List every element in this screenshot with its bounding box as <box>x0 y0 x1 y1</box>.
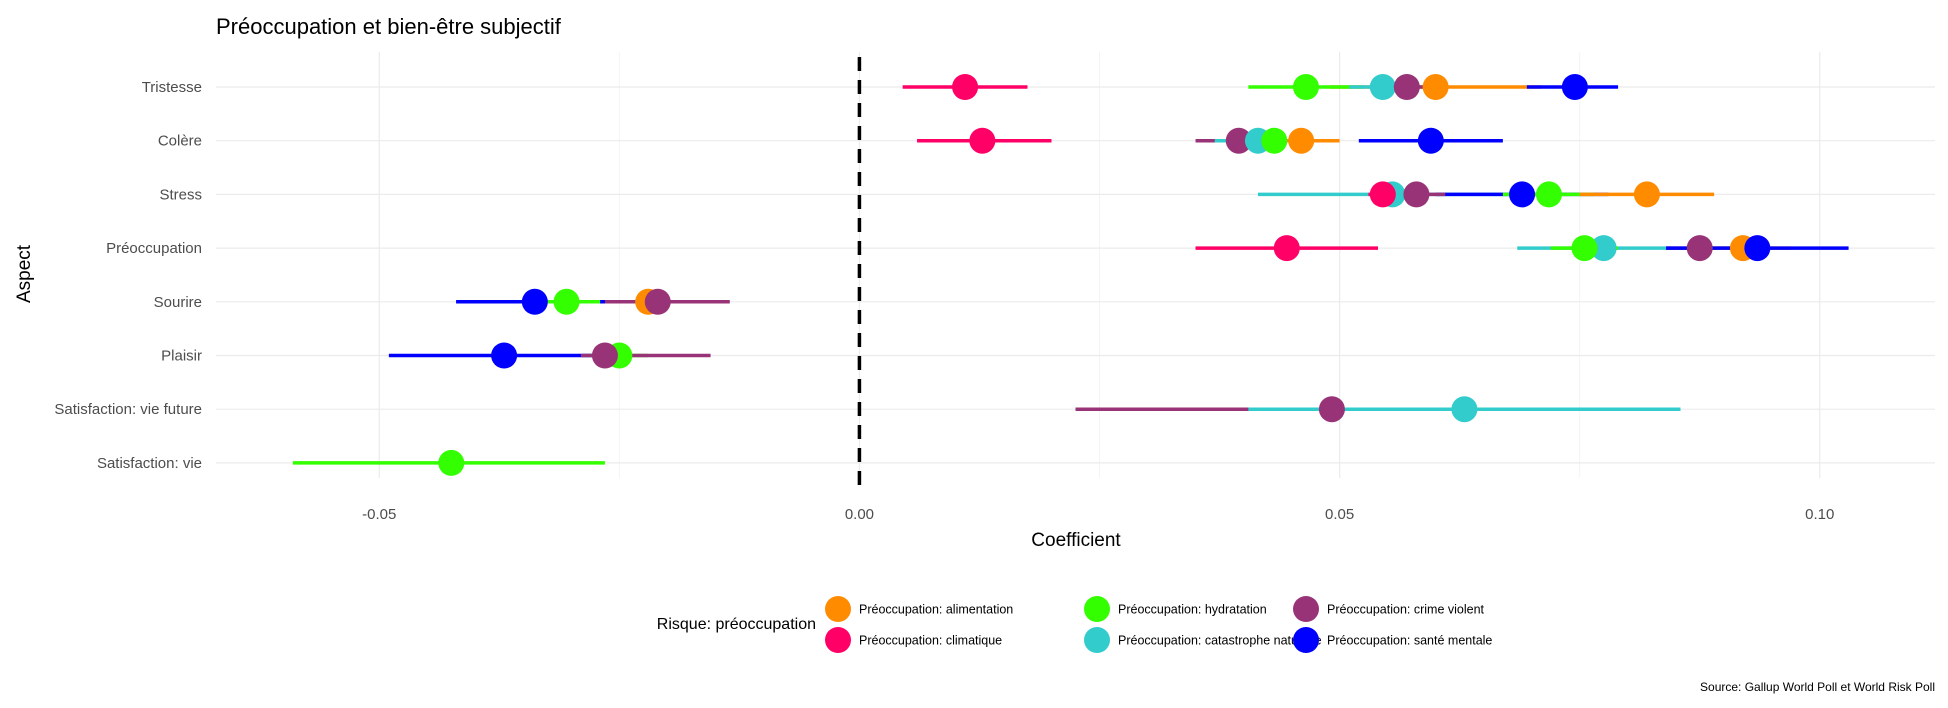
y-axis-tick-labels: Tristesse Colère Stress Préoccupation Sourir… <box>54 79 202 472</box>
point-estimate <box>1451 396 1478 423</box>
point-estimate <box>1288 127 1315 154</box>
x-tick-label: -0.05 <box>362 506 396 523</box>
point-estimate <box>1633 181 1660 208</box>
point-estimate <box>1292 74 1319 100</box>
y-tick-label: Tristesse <box>142 79 202 96</box>
y-tick-label: Stress <box>159 186 202 203</box>
point-estimate <box>644 288 671 315</box>
legend-title: Risque: préoccupation <box>657 616 816 633</box>
point-estimate <box>1369 74 1396 100</box>
point-estimate <box>1422 74 1449 100</box>
point-estimate <box>1590 235 1617 262</box>
point-estimate <box>1318 396 1345 423</box>
x-axis-label: Coefficient <box>1031 530 1121 551</box>
legend-label: Préoccupation: climatique <box>859 634 1002 648</box>
point-estimate <box>1273 235 1300 262</box>
legend-key <box>1293 627 1319 653</box>
y-tick-label: Colère <box>158 133 202 150</box>
point-estimate <box>1686 235 1713 262</box>
point-estimate <box>553 288 580 315</box>
chart-title: Préoccupation et bien-être subjectif <box>216 14 562 39</box>
y-tick-label: Satisfaction: vie <box>97 455 202 472</box>
point-estimate <box>1561 74 1588 100</box>
point-estimate <box>1509 181 1536 208</box>
legend-label: Préoccupation: hydratation <box>1118 603 1267 617</box>
point-estimate <box>952 74 979 100</box>
point-estimate <box>1261 127 1288 154</box>
legend: Risque: préoccupation Préoccupation: ali… <box>657 596 1492 653</box>
y-axis-label: Aspect <box>14 244 35 303</box>
x-axis-tick-labels: -0.05 0.00 0.05 0.10 <box>362 506 1834 523</box>
point-estimate <box>1393 74 1420 100</box>
legend-key <box>1293 596 1319 622</box>
point-estimate <box>521 288 548 315</box>
legend-label: Préoccupation: crime violent <box>1327 603 1485 617</box>
y-tick-label: Plaisir <box>161 348 202 365</box>
point-estimates <box>438 74 1771 476</box>
x-tick-label: 0.10 <box>1805 506 1834 523</box>
source-caption: Source: Gallup World Poll et World Risk … <box>1700 680 1935 694</box>
legend-key <box>1084 627 1110 653</box>
y-tick-label: Sourire <box>154 294 202 311</box>
x-tick-label: 0.00 <box>845 506 874 523</box>
point-estimate <box>1417 127 1444 154</box>
legend-label: Préoccupation: catastrophe naturelle <box>1118 634 1322 648</box>
point-estimate <box>1744 235 1771 262</box>
point-estimate <box>1571 235 1598 262</box>
y-tick-label: Satisfaction: vie future <box>54 401 202 418</box>
point-estimate <box>491 342 518 369</box>
point-estimate <box>1369 181 1396 208</box>
point-estimate <box>969 127 996 154</box>
legend-key <box>1084 596 1110 622</box>
point-estimate <box>1225 127 1252 154</box>
point-estimate <box>591 342 618 369</box>
y-tick-label: Préoccupation <box>106 240 202 257</box>
legend-label: Préoccupation: santé mentale <box>1327 634 1492 648</box>
point-estimate <box>438 449 465 476</box>
legend-key <box>825 627 851 653</box>
legend-label: Préoccupation: alimentation <box>859 603 1013 617</box>
point-estimate <box>1403 181 1430 208</box>
x-tick-label: 0.05 <box>1325 506 1354 523</box>
point-estimate <box>1535 181 1562 208</box>
legend-key <box>825 596 851 622</box>
